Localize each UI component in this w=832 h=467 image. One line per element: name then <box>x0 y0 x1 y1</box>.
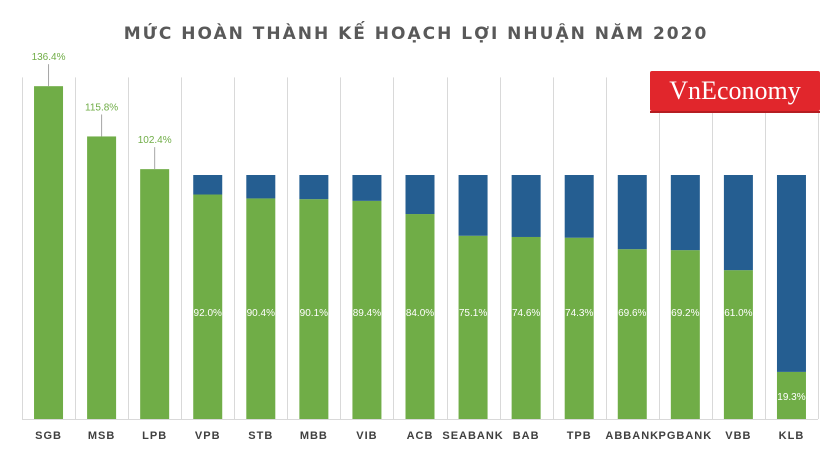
bar-completion-vbb <box>723 270 753 419</box>
tick-label-acb: ACB <box>407 430 434 442</box>
data-label-stb: 90.4% <box>247 308 275 319</box>
bar-remaining-acb <box>405 175 435 215</box>
data-label-abbank: 69.6% <box>618 308 646 319</box>
bar-remaining-tpb <box>564 175 594 238</box>
bars <box>34 86 806 420</box>
bar-completion-seabank <box>458 235 488 419</box>
bar-completion-vib <box>352 200 382 419</box>
data-label-vib: 89.4% <box>353 308 381 319</box>
tick-label-stb: STB <box>248 430 273 442</box>
bar-completion-sgb <box>34 86 64 420</box>
data-label-mbb: 90.1% <box>300 308 328 319</box>
bar-remaining-pgbank <box>670 175 700 251</box>
data-label-acb: 84.0% <box>406 308 434 319</box>
bar-completion-stb <box>246 198 276 419</box>
chart-title: MỨC HOÀN THÀNH KẾ HOẠCH LỢI NHUẬN NĂM 20… <box>123 24 709 44</box>
data-label-klb: 19.3% <box>777 392 805 403</box>
data-label-vpb: 92.0% <box>194 308 222 319</box>
bar-remaining-stb <box>246 175 276 199</box>
bar-completion-klb <box>776 371 806 419</box>
tick-label-vib: VIB <box>356 430 377 442</box>
data-label-lpb: 102.4% <box>138 135 172 146</box>
tick-label-klb: KLB <box>779 430 805 442</box>
bar-completion-vpb <box>193 194 223 419</box>
vneconomy-logo: VnEconomy <box>650 71 820 113</box>
gridlines <box>22 77 819 420</box>
data-label-sgb: 136.4% <box>32 52 66 63</box>
tick-label-vpb: VPB <box>195 430 221 442</box>
data-label-tpb: 74.3% <box>565 308 593 319</box>
bar-completion-tpb <box>564 237 594 419</box>
tick-label-abbank: ABBANK <box>605 430 659 442</box>
x-tick-labels: SGB MSB LPB VPB STB MBB VIB ACB SEABANK BAB TPB ABB… <box>35 430 805 442</box>
tick-label-mbb: MBB <box>300 430 328 442</box>
tick-label-sgb: SGB <box>35 430 62 442</box>
bar-completion-msb <box>87 136 117 419</box>
bar-completion-lpb <box>140 169 170 419</box>
bar-remaining-vib <box>352 175 382 201</box>
data-label-vbb: 61.0% <box>724 308 752 319</box>
bar-completion-acb <box>405 214 435 419</box>
bar-completion-pgbank <box>670 250 700 419</box>
bar-completion-mbb <box>299 199 329 419</box>
tick-label-bab: BAB <box>513 430 540 442</box>
bar-remaining-abbank <box>617 175 647 250</box>
bar-remaining-vbb <box>723 175 753 271</box>
bar-completion-bab <box>511 236 541 419</box>
tick-label-tpb: TPB <box>567 430 592 442</box>
tick-label-msb: MSB <box>88 430 115 442</box>
bar-completion-abbank <box>617 249 647 419</box>
tick-label-seabank: SEABANK <box>442 430 503 442</box>
data-label-bab: 74.6% <box>512 308 540 319</box>
bar-remaining-klb <box>776 175 806 372</box>
tick-label-vbb: VBB <box>725 430 751 442</box>
bar-remaining-vpb <box>193 175 223 195</box>
data-label-msb: 115.8% <box>85 102 118 113</box>
bar-remaining-mbb <box>299 175 329 200</box>
data-labels: 136.4% 115.8% 102.4% 92.0% 90.4% 90.1% 89.4% 84… <box>32 52 806 403</box>
tick-label-lpb: LPB <box>142 430 167 442</box>
tick-label-pgbank: PGBANK <box>658 430 712 442</box>
bar-remaining-seabank <box>458 175 488 236</box>
data-label-pgbank: 69.2% <box>671 308 699 319</box>
data-label-seabank: 75.1% <box>459 308 487 319</box>
bar-remaining-bab <box>511 175 541 237</box>
